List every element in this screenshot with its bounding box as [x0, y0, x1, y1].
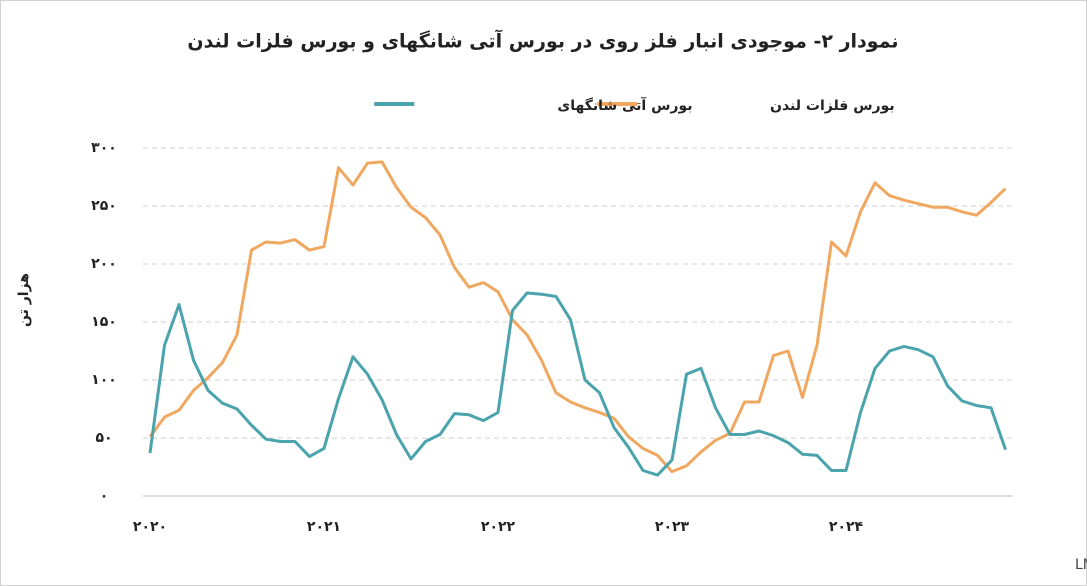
y-tick-label: ۰ — [100, 488, 109, 504]
x-tick-label: ۲۰۲۳ — [655, 519, 690, 535]
y-tick-label: ۱۰۰ — [91, 372, 117, 388]
x-tick-label: ۲۰۲۲ — [481, 519, 516, 535]
y-tick-label: ۱۵۰ — [91, 314, 117, 330]
y-tick-label: ۲۰۰ — [91, 256, 117, 272]
y-tick-label: ۵۰ — [95, 430, 112, 446]
legend-label: بورس آتی شانگهای — [557, 96, 692, 114]
chart-title: نمودار ۲- موجودی انبار فلز روی در بورس آ… — [187, 29, 898, 53]
x-tick-label: ۲۰۲۰ — [133, 519, 167, 535]
series-line — [148, 160, 1007, 474]
source: منبع: LME, SHFE — [1075, 557, 1087, 573]
y-tick-label: ۳۰۰ — [91, 140, 117, 156]
series-line — [148, 291, 1007, 477]
legend-label: بورس فلزات لندن — [770, 98, 895, 114]
x-tick-label: ۲۰۲۱ — [307, 519, 341, 535]
y-axis-label: هزار تن — [16, 273, 32, 327]
x-tick-label: ۲۰۲۴ — [829, 519, 864, 535]
y-tick-label: ۲۵۰ — [91, 198, 117, 214]
